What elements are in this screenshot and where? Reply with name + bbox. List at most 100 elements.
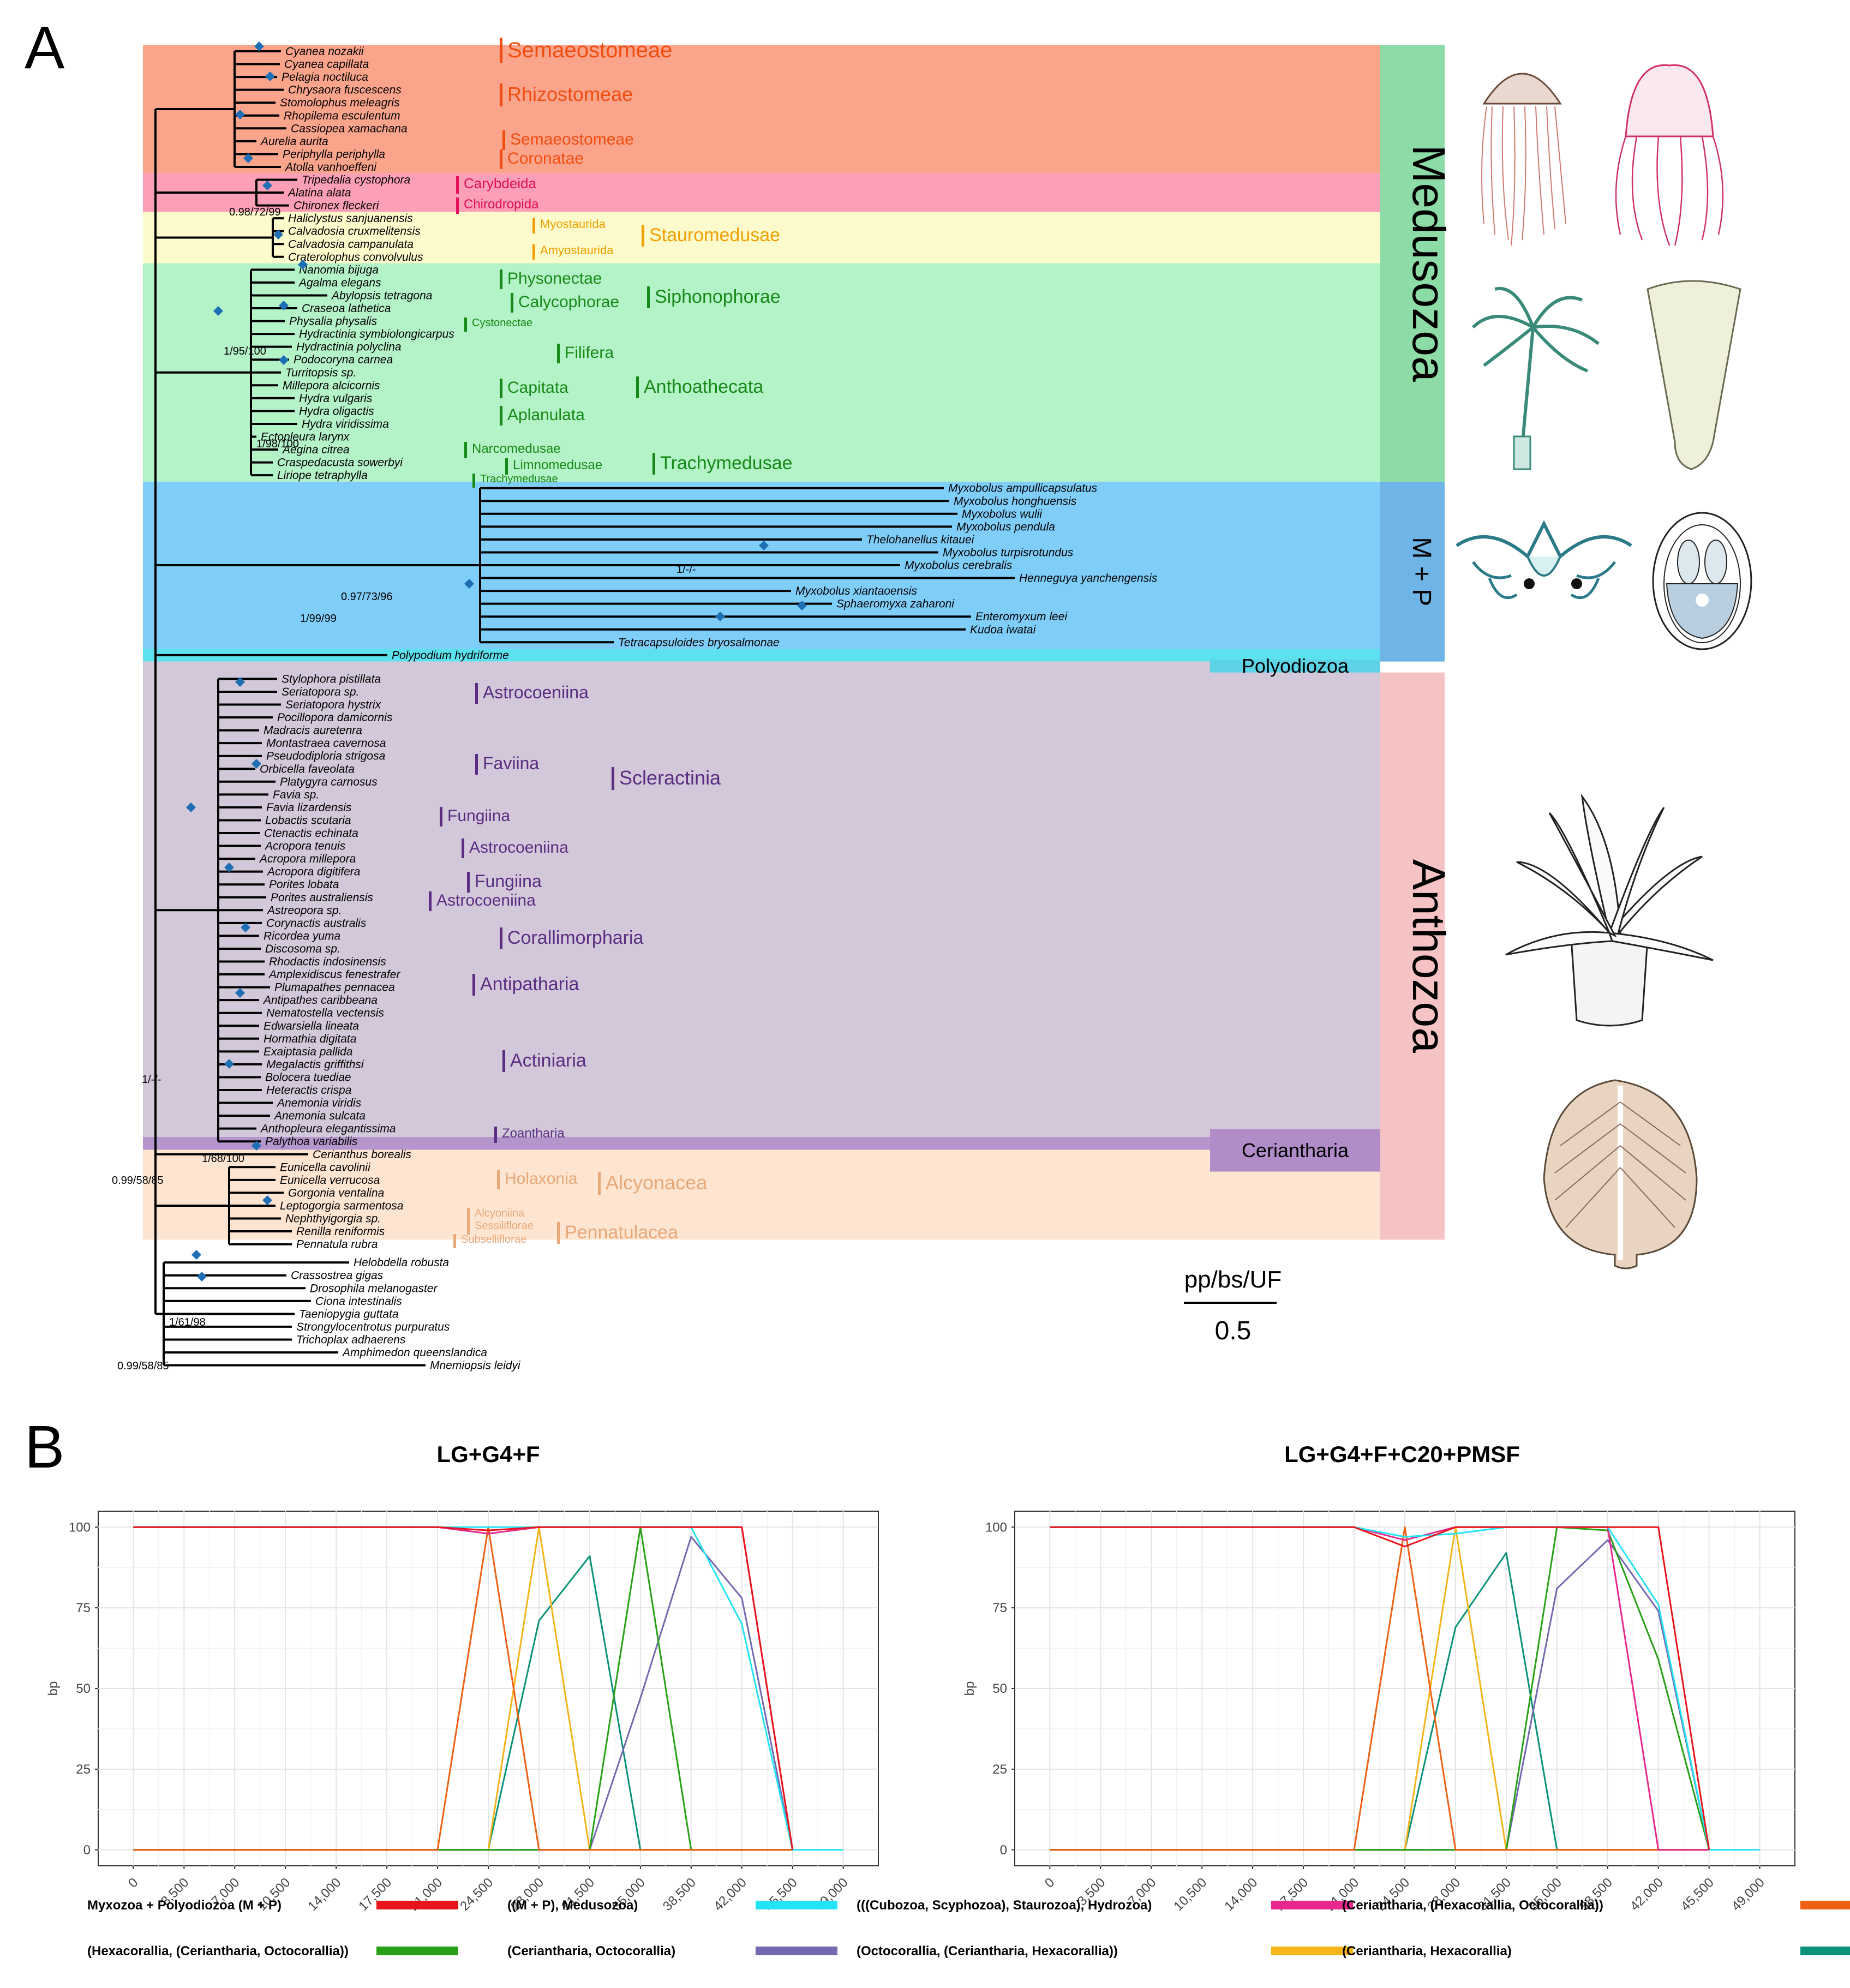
chart-legend: Myxozoa + Polyodiozoa (M + P) ((M + P), M… [87, 1898, 1850, 1959]
taxon-label: Hydra vulgaris [299, 392, 373, 405]
clade-label: Ceriantharia [1242, 1139, 1349, 1161]
phylogenetic-tree: Medusozoa M + P Polyodiozoa Anthozoa Ceriant… [112, 38, 1454, 1372]
group-label: Siphonophorae [655, 286, 781, 307]
hydroid-illustration [1647, 280, 1741, 470]
taxon-label: Hydra oligactis [299, 405, 374, 417]
taxon-label: Cassiopea xamachana [291, 122, 408, 135]
taxon-label: Haliclystus sanjuanensis [288, 212, 413, 225]
taxon-label: Discosoma sp. [265, 943, 340, 955]
x-tick-label: 42,000 [1627, 1875, 1666, 1914]
taxon-label: Porites lobata [269, 878, 339, 891]
taxon-label: Seriatopora sp. [282, 686, 359, 698]
group-label: Alcyoniina [475, 1207, 525, 1219]
taxon-label: Edwarsiella lineata [264, 1020, 359, 1032]
legend-label: (Hexacorallia, (Ceriantharia, Octocorall… [87, 1944, 349, 1959]
group-label: Cystonectae [472, 317, 532, 329]
clade-box [1380, 45, 1445, 482]
taxon-label: Abylopsis tetragona [331, 289, 432, 302]
taxon-label: Gorgonia ventalina [288, 1187, 384, 1199]
taxon-label: Antipathes caribbeana [262, 994, 378, 1007]
group-bar [456, 176, 459, 194]
sea-anemone-illustration [1505, 793, 1714, 1027]
clade-box [1380, 481, 1445, 662]
x-tick-label: 14,000 [1222, 1875, 1260, 1914]
taxon-label: Myxobolus ampullicapsulatus [948, 482, 1098, 495]
legend-label: (((Cubozoa, Scyphozoa), Staurozoa), Hydr… [857, 1898, 1152, 1913]
taxon-label: Rhodactis indosinensis [269, 956, 386, 968]
legend-label: (Ceriantharia, Hexacorallia) [1342, 1944, 1512, 1959]
series-line [133, 1526, 794, 1850]
group-label: Semaeostomeae [510, 130, 634, 148]
taxon-label: Myxobolus cerebralis [905, 559, 1013, 572]
x-tick-label: 24,500 [457, 1875, 496, 1914]
taxon-label: Podocoryna carnea [294, 354, 393, 366]
node-support-label: 1/98/100 [256, 438, 299, 450]
taxon-label: Acropora millepora [259, 853, 356, 865]
taxon-label: Polypodium hydriforme [392, 649, 509, 662]
taxon-label: Chironex fleckeri [294, 200, 380, 212]
group-label: Fungiina [447, 807, 510, 825]
group-bar [456, 197, 459, 214]
clade-box [1380, 672, 1445, 1240]
group-label: Fungiina [475, 871, 542, 891]
clade-band [143, 1149, 1380, 1240]
taxon-label: Tetracapsuloides bryosalmonae [618, 636, 780, 649]
taxon-label: Strongylocentrotus purpuratus [296, 1321, 450, 1333]
y-tick-label: 75 [992, 1601, 1007, 1615]
taxon-label: Atolla vanhoeffeni [284, 161, 377, 173]
taxon-label: Platygyra carnosus [280, 776, 378, 788]
support-diamond [797, 601, 807, 610]
group-bar [500, 927, 502, 949]
y-tick-label: 25 [992, 1762, 1007, 1777]
group-label: Physonectae [507, 270, 602, 288]
group-bar [467, 872, 470, 893]
legend-swatch [1800, 1901, 1850, 1909]
group-bar [502, 1050, 505, 1072]
group-label: Anthoathecata [644, 376, 763, 397]
clade-label: Polyodiozoa [1242, 655, 1349, 677]
group-bar [500, 270, 502, 289]
clade-label: M + P [1407, 537, 1436, 606]
clade-band [143, 1136, 1380, 1150]
node-support-label: 1/-/- [676, 564, 696, 576]
legend-label: (Ceriantharia, Octocorallia) [507, 1944, 675, 1959]
group-bar [500, 83, 502, 106]
group-label: Trachymedusae [480, 473, 558, 485]
support-diamond [279, 301, 289, 310]
group-label: Limnomedusae [513, 458, 602, 472]
legend-swatch [1271, 1947, 1353, 1955]
taxon-label: Pennatula rubra [296, 1238, 378, 1251]
taxon-label: Craspedacusta sowerbyi [277, 457, 403, 469]
x-tick-label: 0 [125, 1875, 141, 1891]
taxon-label: Nematostella vectensis [266, 1007, 384, 1020]
group-bar [464, 442, 467, 458]
taxon-label: Anthopleura elegantissima [260, 1123, 396, 1135]
group-bar [475, 754, 478, 775]
taxon-label: Cyanea capillata [284, 58, 369, 71]
y-tick-label: 50 [992, 1681, 1007, 1696]
series-line [1050, 1526, 1709, 1851]
group-label: Semaeostomeae [507, 38, 672, 62]
taxon-label: Helobdella robusta [354, 1256, 449, 1269]
taxon-label: Ciona intestinalis [315, 1295, 402, 1308]
support-diamond [273, 230, 283, 239]
taxon-label: Craterolophus convolvulus [288, 251, 423, 264]
taxon-label: Palythoa variabilis [265, 1135, 358, 1148]
clade-label: Medusozoa [1403, 145, 1454, 382]
taxon-label: Liriope tetraphylla [277, 469, 368, 482]
group-bar [532, 218, 535, 233]
group-bar [500, 149, 502, 169]
group-label: Corallimorpharia [507, 927, 644, 948]
taxon-label: Cyanea nozakii [285, 45, 364, 58]
taxon-label: Hydractinia symbiolongicarpus [299, 328, 454, 340]
group-bar [500, 38, 502, 63]
legend-label: ((M + P), Medusozoa) [507, 1898, 638, 1913]
taxon-label: Bolocera tuediae [265, 1071, 351, 1083]
taxon-label: Pelagia noctiluca [282, 71, 368, 83]
taxon-label: Enteromyxum leei [975, 610, 1068, 623]
group-label: Subselliflorae [461, 1233, 526, 1246]
taxon-label: Pseudodiploria strigosa [266, 750, 385, 763]
node-support-label: 0.99/58/85 [112, 1175, 164, 1187]
legend-swatch [1271, 1901, 1353, 1909]
